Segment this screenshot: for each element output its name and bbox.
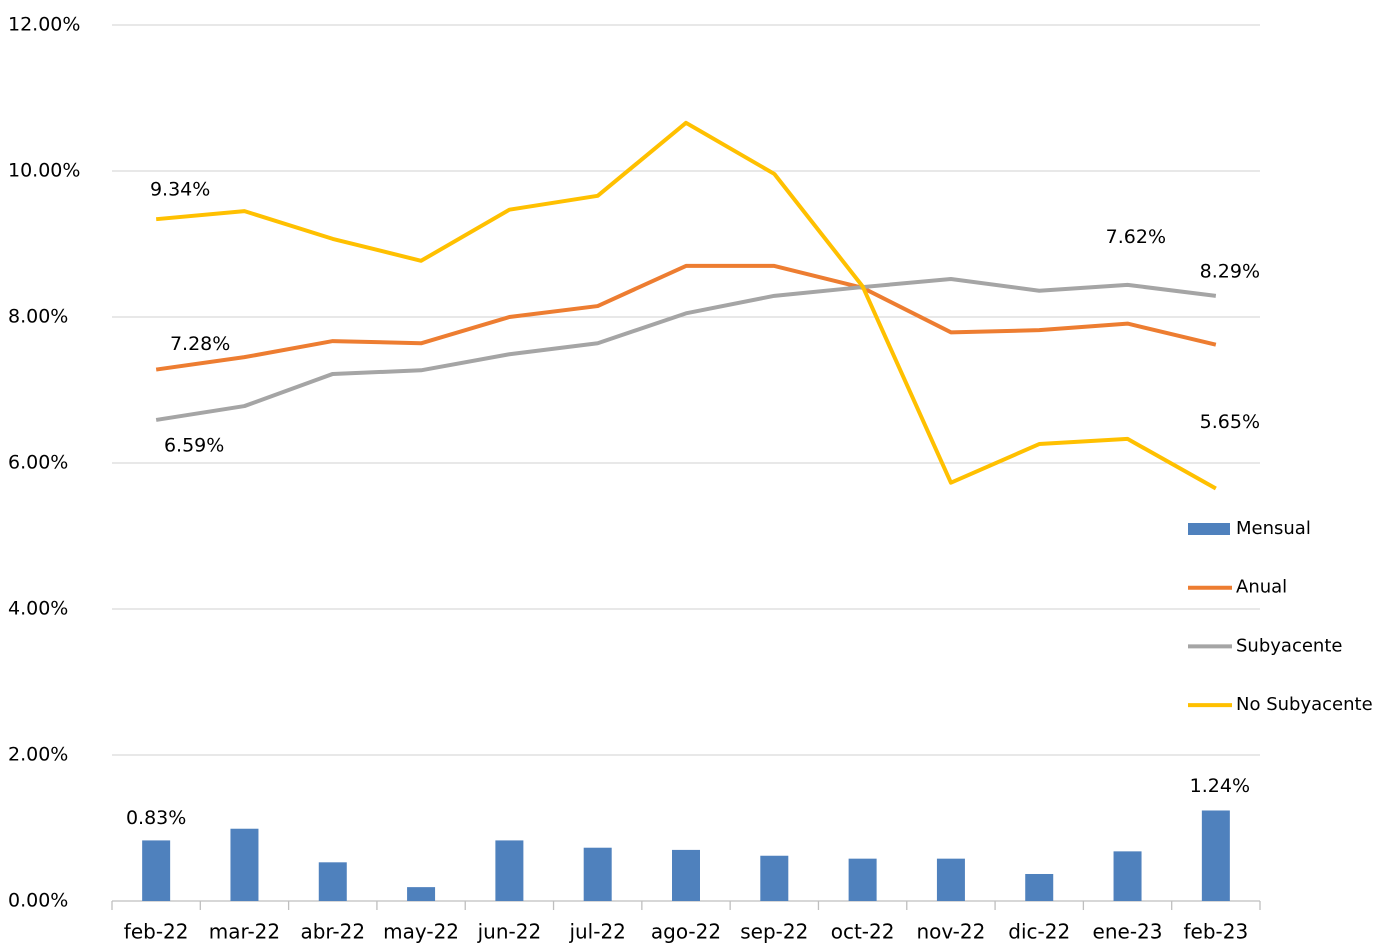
y-tick-label: 0.00%	[8, 890, 68, 912]
bar	[495, 840, 524, 901]
x-tick-label: feb-23	[1183, 920, 1248, 944]
bar	[1113, 851, 1142, 901]
line	[155, 120, 1217, 491]
x-tick-label: mar-22	[209, 920, 280, 944]
y-tick-label: 4.00%	[8, 598, 68, 620]
data-label: 1.24%	[1190, 775, 1250, 797]
bar	[407, 887, 436, 901]
x-tick-label: oct-22	[831, 920, 895, 944]
bar	[230, 828, 259, 901]
x-tick-label: ene-23	[1093, 920, 1163, 944]
bar	[1025, 873, 1054, 901]
x-tick-label: feb-22	[124, 920, 189, 944]
data-label: 6.59%	[164, 434, 224, 456]
y-tick-label: 8.00%	[8, 306, 68, 328]
y-tick-label: 6.00%	[8, 452, 68, 474]
data-label: 5.65%	[1200, 411, 1260, 433]
data-label: 7.28%	[170, 333, 230, 355]
x-tick-label: jul-22	[568, 920, 625, 944]
bar	[760, 855, 789, 901]
x-tick-label: jun-22	[477, 920, 542, 944]
line	[155, 277, 1217, 422]
data-label: 0.83%	[126, 807, 186, 829]
legend-label: No Subyacente	[1236, 694, 1373, 715]
y-tick-label: 12.00%	[8, 14, 80, 36]
line	[155, 263, 1217, 372]
x-tick-label: ago-22	[651, 920, 721, 944]
bar	[318, 862, 347, 901]
bar	[848, 858, 877, 901]
data-label: 9.34%	[150, 179, 210, 201]
bar	[142, 840, 171, 901]
legend-swatch	[1188, 523, 1230, 535]
data-label: 8.29%	[1200, 260, 1260, 282]
y-tick-label: 2.00%	[8, 744, 68, 766]
bar	[672, 849, 700, 901]
bar	[936, 858, 965, 901]
data-label: 7.62%	[1106, 226, 1166, 248]
bar	[1201, 810, 1230, 901]
x-tick-label: may-22	[383, 920, 459, 944]
legend-label: Subyacente	[1236, 635, 1342, 656]
bar	[583, 847, 612, 901]
x-tick-label: sep-22	[740, 920, 808, 944]
x-tick-label: nov-22	[916, 920, 985, 944]
y-tick-label: 10.00%	[8, 160, 80, 182]
legend-label: Anual	[1236, 577, 1287, 598]
x-tick-label: dic-22	[1008, 920, 1070, 944]
x-tick-label: abr-22	[300, 920, 365, 944]
legend-label: Mensual	[1236, 518, 1311, 539]
